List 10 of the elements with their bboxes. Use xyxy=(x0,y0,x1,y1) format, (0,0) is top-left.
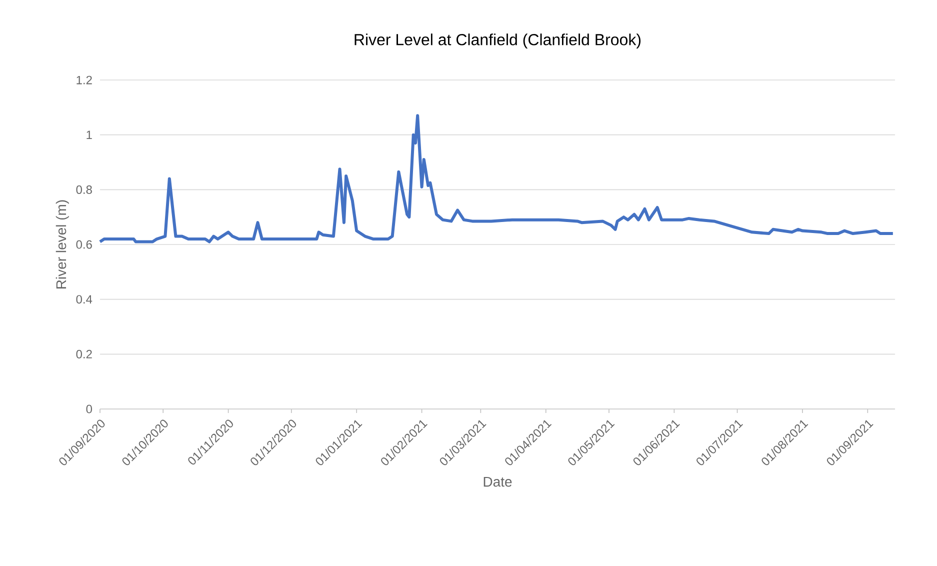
y-tick-label: 1 xyxy=(86,130,92,139)
y-tick-label: 0 xyxy=(86,404,92,414)
y-tick-label: 1.2 xyxy=(76,76,92,84)
y-tick-label: 0.8 xyxy=(76,185,92,194)
y-tick-label: 0.2 xyxy=(76,350,92,358)
chart-title: River Level at Clanfield (Clanfield Brook) xyxy=(354,34,641,48)
y-tick-label: 0.4 xyxy=(76,295,92,304)
x-axis-title: Date xyxy=(484,476,512,487)
y-axis-title: River level (m) xyxy=(56,200,69,288)
y-tick-label: 0.6 xyxy=(76,240,92,249)
